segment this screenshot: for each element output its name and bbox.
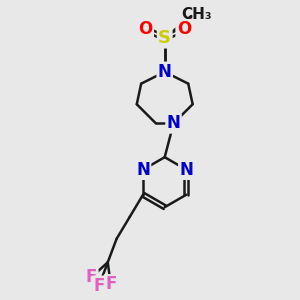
Text: N: N bbox=[179, 161, 193, 179]
Text: O: O bbox=[139, 20, 153, 38]
Text: O: O bbox=[177, 20, 191, 38]
Text: CH₃: CH₃ bbox=[182, 7, 212, 22]
Text: N: N bbox=[167, 114, 181, 132]
Text: N: N bbox=[136, 161, 150, 179]
Text: F: F bbox=[86, 268, 97, 286]
Text: F: F bbox=[105, 275, 116, 293]
Text: F: F bbox=[93, 277, 105, 295]
Text: N: N bbox=[158, 63, 172, 81]
Text: S: S bbox=[158, 29, 171, 47]
